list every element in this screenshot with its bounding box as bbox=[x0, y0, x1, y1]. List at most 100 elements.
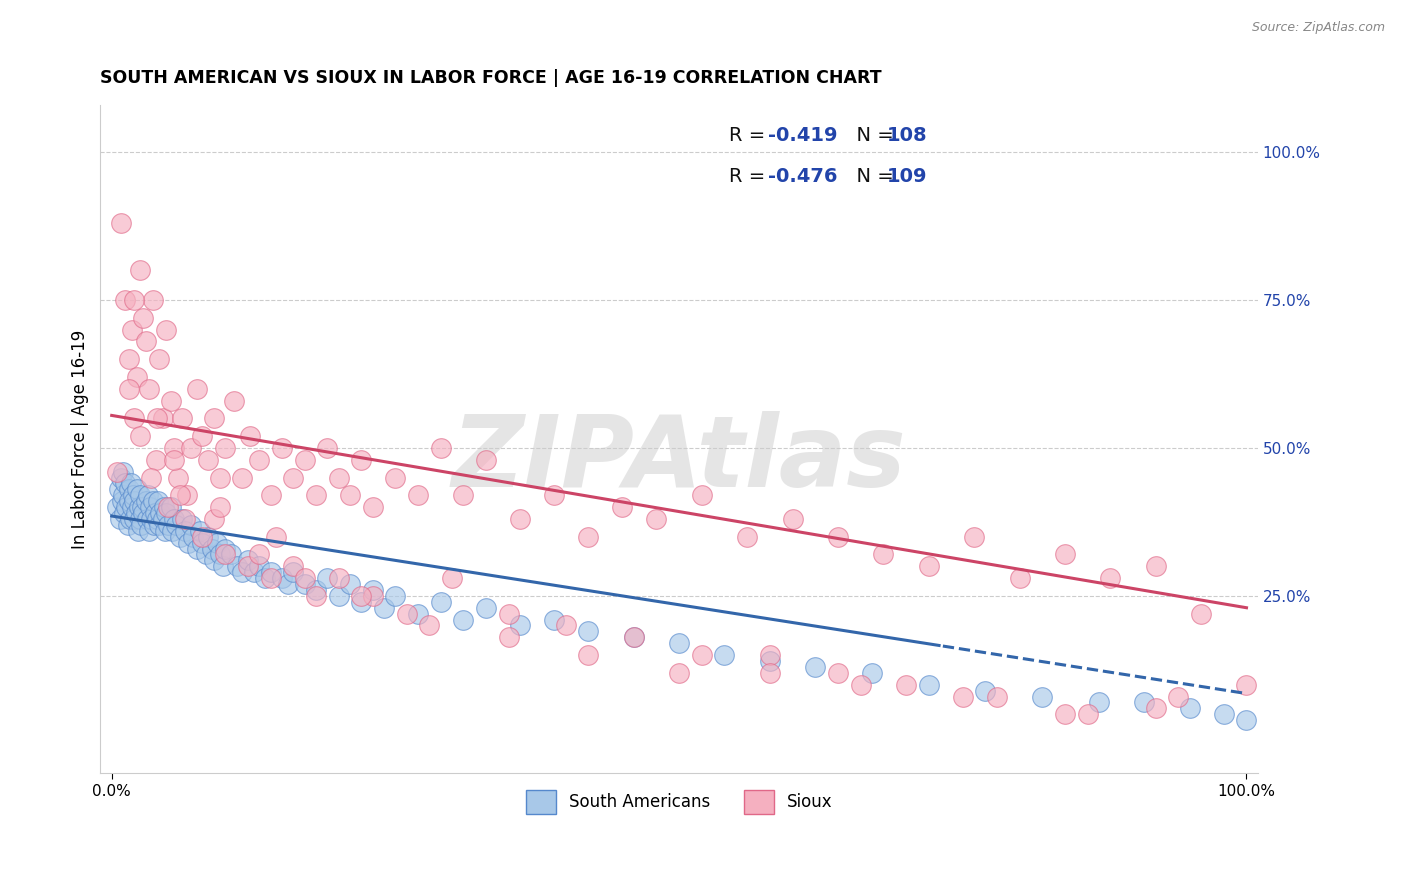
Point bbox=[350, 452, 373, 467]
Point bbox=[124, 293, 146, 307]
Point bbox=[224, 393, 246, 408]
Point bbox=[894, 678, 917, 692]
Point bbox=[191, 530, 214, 544]
Point bbox=[576, 648, 599, 662]
Point bbox=[294, 452, 316, 467]
Point bbox=[623, 630, 645, 644]
Point bbox=[180, 517, 202, 532]
Point bbox=[120, 476, 142, 491]
Point bbox=[1236, 713, 1258, 727]
Text: Source: ZipAtlas.com: Source: ZipAtlas.com bbox=[1251, 21, 1385, 34]
Point bbox=[259, 571, 281, 585]
Point bbox=[157, 500, 180, 515]
Point bbox=[328, 470, 350, 484]
Point bbox=[169, 530, 191, 544]
Point bbox=[576, 530, 599, 544]
Point bbox=[122, 488, 145, 502]
Point bbox=[114, 476, 136, 491]
Point bbox=[453, 613, 475, 627]
Point bbox=[191, 535, 214, 549]
Point bbox=[166, 470, 188, 484]
Point bbox=[197, 452, 219, 467]
Point bbox=[952, 690, 974, 704]
Point bbox=[174, 524, 197, 538]
Point bbox=[135, 494, 157, 508]
Point bbox=[271, 441, 294, 455]
Point bbox=[1099, 571, 1122, 585]
Point bbox=[124, 494, 146, 508]
Point bbox=[118, 352, 141, 367]
Point bbox=[142, 293, 165, 307]
Point bbox=[475, 600, 498, 615]
Point bbox=[194, 548, 217, 562]
Point bbox=[107, 483, 129, 497]
Point bbox=[214, 541, 236, 556]
Text: R =: R = bbox=[730, 167, 772, 186]
Point bbox=[170, 411, 193, 425]
Point bbox=[188, 524, 211, 538]
Point bbox=[153, 500, 176, 515]
Point bbox=[118, 494, 141, 508]
Text: N =: N = bbox=[845, 167, 900, 186]
Point bbox=[384, 470, 406, 484]
Point bbox=[1178, 701, 1201, 715]
Point bbox=[294, 571, 316, 585]
Point bbox=[129, 517, 152, 532]
Point bbox=[554, 618, 576, 632]
Point bbox=[110, 216, 132, 230]
Point bbox=[231, 566, 253, 580]
Point bbox=[668, 636, 690, 650]
Point bbox=[108, 512, 131, 526]
Point bbox=[498, 630, 520, 644]
Point bbox=[645, 512, 668, 526]
Point bbox=[247, 452, 270, 467]
Point bbox=[152, 512, 174, 526]
Text: SOUTH AMERICAN VS SIOUX IN LABOR FORCE | AGE 16-19 CORRELATION CHART: SOUTH AMERICAN VS SIOUX IN LABOR FORCE |… bbox=[100, 69, 882, 87]
Text: -0.419: -0.419 bbox=[769, 126, 838, 145]
Text: R =: R = bbox=[730, 126, 772, 145]
Point bbox=[159, 393, 181, 408]
Point bbox=[124, 506, 146, 520]
Point bbox=[212, 559, 235, 574]
Point bbox=[259, 488, 281, 502]
Point bbox=[231, 470, 253, 484]
Text: 109: 109 bbox=[887, 167, 927, 186]
Point bbox=[148, 352, 170, 367]
Point bbox=[186, 541, 208, 556]
Point bbox=[735, 530, 758, 544]
Point bbox=[395, 607, 418, 621]
Point bbox=[804, 660, 827, 674]
Point bbox=[105, 500, 128, 515]
Point bbox=[361, 500, 384, 515]
Point bbox=[361, 589, 384, 603]
Point bbox=[361, 582, 384, 597]
Point bbox=[918, 559, 941, 574]
Point bbox=[247, 548, 270, 562]
Point bbox=[124, 411, 146, 425]
Point bbox=[259, 566, 281, 580]
Point bbox=[121, 323, 143, 337]
Point bbox=[668, 665, 690, 680]
Point bbox=[339, 577, 361, 591]
Point bbox=[135, 334, 157, 349]
Point bbox=[183, 530, 205, 544]
Point bbox=[418, 618, 440, 632]
Point bbox=[283, 470, 305, 484]
Point bbox=[121, 500, 143, 515]
Point bbox=[1008, 571, 1031, 585]
Point bbox=[124, 512, 146, 526]
Point bbox=[118, 382, 141, 396]
Point bbox=[219, 548, 242, 562]
Legend: South Americans, Sioux: South Americans, Sioux bbox=[517, 781, 841, 822]
Point bbox=[294, 577, 316, 591]
Point bbox=[111, 494, 134, 508]
Point bbox=[131, 500, 153, 515]
Point bbox=[208, 548, 231, 562]
Point bbox=[1031, 690, 1053, 704]
Point bbox=[155, 323, 177, 337]
Point bbox=[827, 665, 849, 680]
Point bbox=[110, 470, 132, 484]
Point bbox=[225, 559, 247, 574]
Point bbox=[129, 429, 152, 443]
Point bbox=[690, 648, 713, 662]
